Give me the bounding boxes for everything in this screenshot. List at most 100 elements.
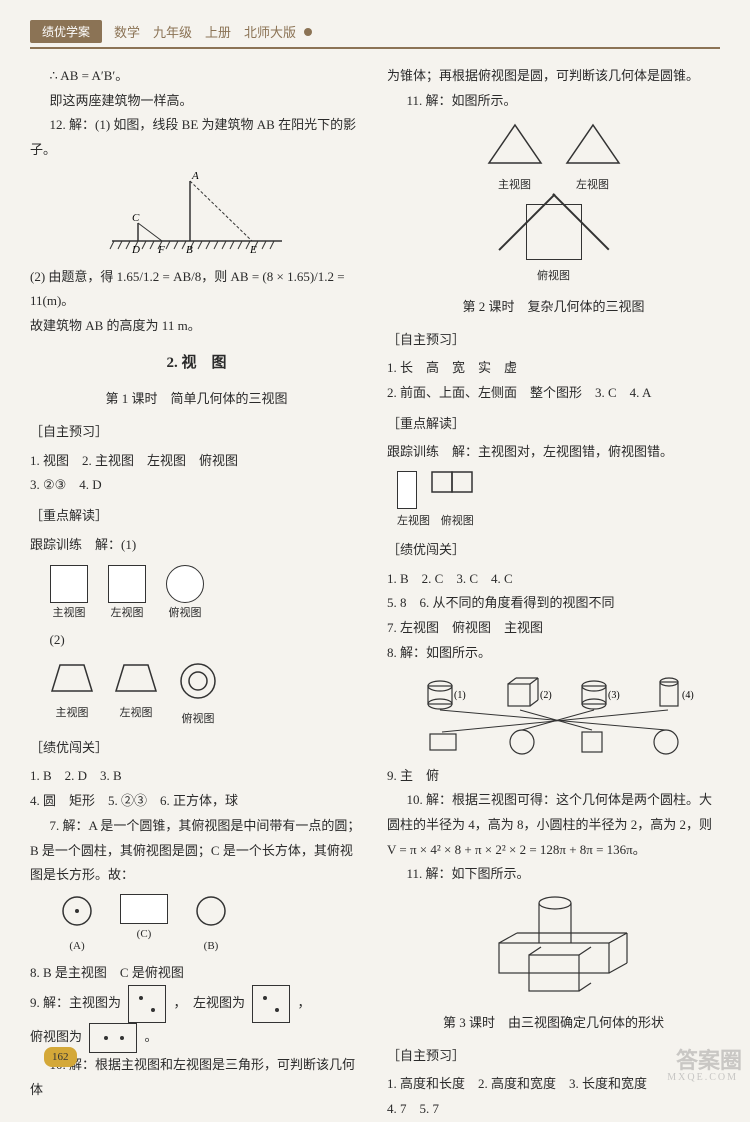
text-line: 8. 解：如图所示。 — [387, 641, 720, 666]
rect-icon — [120, 894, 168, 924]
answer-line: 1. B 2. D 3. B — [30, 764, 363, 789]
circle-dot-icon — [60, 894, 94, 928]
bracket-label: 绩优闯关 — [387, 538, 720, 563]
views-row-1: 主视图 左视图 俯视图 — [50, 565, 363, 624]
shape-label: 左视图 — [114, 703, 158, 724]
text-line: 12. 解：(1) 如图，线段 BE 为建筑物 AB 在阳光下的影子。 — [30, 113, 363, 162]
svg-text:(2): (2) — [540, 690, 552, 701]
text-line: 10. 解：根据三视图可得：这个几何体是两个圆柱。大圆柱的半径为 4，高为 8，… — [387, 788, 720, 862]
circle-icon — [166, 565, 204, 603]
square-x-icon — [526, 204, 582, 260]
lesson-title: 第 3 课时 由三视图确定几何体的形状 — [387, 1011, 720, 1036]
text-line: 7. 解：A 是一个圆锥，其俯视图是中间带有一点的圆；B 是一个圆柱，其俯视图是… — [30, 814, 363, 888]
shape-label: 左视图 — [563, 175, 623, 196]
dots-box-icon — [89, 1023, 137, 1053]
answer-line: 1. 视图 2. 主视图 左视图 俯视图 — [30, 449, 363, 474]
watermark: 答案圈 — [676, 1043, 742, 1075]
shape-label: 俯视图 — [178, 709, 218, 730]
bracket-label: 自主预习 — [30, 420, 363, 445]
page-number: 162 — [44, 1047, 77, 1067]
dots-box-icon — [252, 985, 290, 1023]
trapezoid-icon — [50, 661, 94, 695]
shape-label: 主视图 — [485, 175, 545, 196]
answer-line: 1. 长 高 宽 实 虚 — [387, 356, 720, 381]
text-line: (2) — [30, 628, 363, 653]
watermark-url: MXQE.COM — [667, 1072, 738, 1083]
square-icon — [108, 565, 146, 603]
abc-row: (A) (C) (B) — [60, 894, 363, 957]
svg-text:(3): (3) — [608, 690, 620, 701]
shape-label: (C) — [120, 924, 168, 945]
bracket-label: 重点解读 — [387, 412, 720, 437]
shape-label: 俯视图 — [387, 266, 720, 287]
shape-item: (C) — [120, 894, 168, 957]
label: 。 — [145, 1029, 158, 1044]
top-view-box: 俯视图 — [387, 204, 720, 287]
text-line: 9. 解：主视图为 ， 左视图为 ， — [30, 985, 363, 1023]
matching-diagram: (1) (2) (3) (4) — [404, 672, 704, 758]
label: 左视图 — [397, 515, 430, 527]
text-line: ∴ AB = A′B′。 — [30, 64, 363, 89]
text-line: 俯视图为 。 — [30, 1023, 363, 1053]
shape-item: 左视图 — [108, 565, 146, 624]
shape-label: 俯视图 — [166, 603, 204, 624]
shape-label: 主视图 — [50, 703, 94, 724]
svg-text:B: B — [186, 244, 193, 256]
bracket-label: 自主预习 — [387, 328, 720, 353]
answer-line: 8. B 是主视图 C 是俯视图 — [30, 961, 363, 986]
lesson-title: 第 2 课时 复杂几何体的三视图 — [387, 295, 720, 320]
shape-item: 主视图 — [485, 121, 545, 196]
correction-shapes — [397, 471, 720, 509]
header-badge: 绩优学案 — [30, 20, 102, 43]
sun-shadow-diagram: A B C D F E — [102, 169, 292, 259]
header-text: 数学 九年级 上册 北师大版 — [114, 22, 296, 41]
answer-line: 4. 7 5. 7 — [387, 1097, 720, 1122]
text-line: 跟踪训练 解：主视图对，左视图错，俯视图错。 — [387, 440, 720, 465]
square-icon — [50, 565, 88, 603]
shape-item — [397, 471, 417, 509]
shape-label: 主视图 — [50, 603, 88, 624]
content-columns: ∴ AB = A′B′。 即这两座建筑物一样高。 12. 解：(1) 如图，线段… — [30, 64, 720, 1122]
header-dot-icon — [304, 28, 312, 36]
shape-item: 左视图 — [563, 121, 623, 196]
rect-v-icon — [397, 471, 417, 509]
views-row-2: 主视图 左视图 俯视图 — [50, 661, 363, 730]
text-line: 即这两座建筑物一样高。 — [30, 89, 363, 114]
answer-line: 3. ②③ 4. D — [30, 473, 363, 498]
shape-item: 俯视图 — [178, 661, 218, 730]
label: 俯视图为 — [30, 1029, 82, 1044]
answer-line: 9. 主 俯 — [387, 764, 720, 789]
shape-item: 俯视图 — [166, 565, 204, 624]
svg-text:D: D — [131, 244, 140, 256]
bracket-label: 自主预习 — [387, 1044, 720, 1069]
text-line: 故建筑物 AB 的高度为 11 m。 — [30, 314, 363, 339]
left-column: ∴ AB = A′B′。 即这两座建筑物一样高。 12. 解：(1) 如图，线段… — [30, 64, 363, 1122]
label: 9. 解：主视图为 — [30, 995, 121, 1010]
triangle-icon — [563, 121, 623, 167]
answer-line: 7. 左视图 俯视图 主视图 — [387, 616, 720, 641]
text-line: 跟踪训练 解：(1) — [30, 533, 363, 558]
text-line: 11. 解：如图所示。 — [387, 89, 720, 114]
shape-label: (B) — [194, 936, 228, 957]
svg-text:E: E — [249, 244, 257, 256]
dots-box-icon — [128, 985, 166, 1023]
label: 俯视图 — [441, 515, 474, 527]
solid-3d-diagram — [479, 893, 629, 1003]
svg-text:(1): (1) — [454, 690, 466, 701]
answer-line: 2. 前面、上面、左侧面 整个图形 3. C 4. A — [387, 381, 720, 406]
shape-item: (A) — [60, 894, 94, 957]
correction-labels: 左视图 俯视图 — [397, 511, 720, 532]
triangle-icon — [485, 121, 545, 167]
text-line: 10. 解：根据主视图和左视图是三角形，可判断该几何体 — [30, 1053, 363, 1102]
ring-icon — [178, 661, 218, 701]
text-line: 11. 解：如下图所示。 — [387, 862, 720, 887]
shape-item: 左视图 — [114, 661, 158, 730]
shape-item: 主视图 — [50, 661, 94, 730]
shape-item: 主视图 — [50, 565, 88, 624]
lesson-title: 第 1 课时 简单几何体的三视图 — [30, 387, 363, 412]
answer-line: 4. 圆 矩形 5. ②③ 6. 正方体，球 — [30, 789, 363, 814]
shape-item — [431, 471, 475, 509]
answer-line: 1. B 2. C 3. C 4. C — [387, 567, 720, 592]
triangle-views: 主视图 左视图 — [387, 121, 720, 196]
svg-text:F: F — [157, 244, 165, 256]
